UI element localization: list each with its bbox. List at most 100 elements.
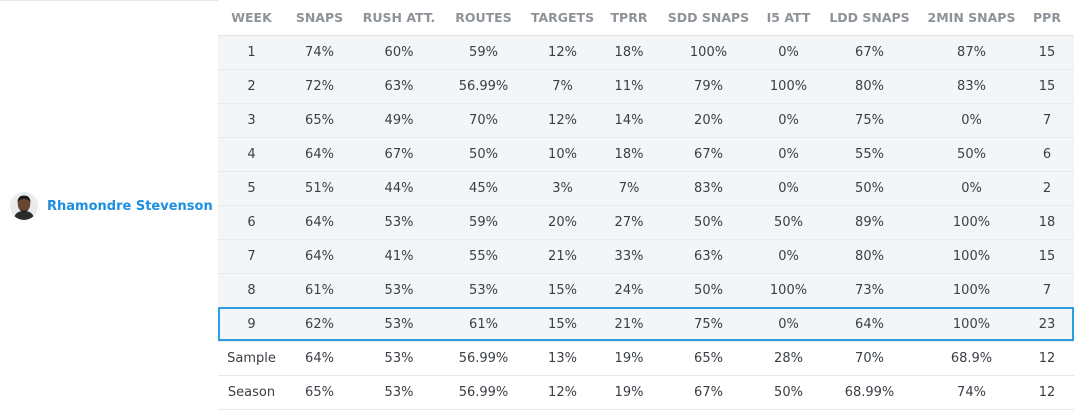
table-cell: 70% (816, 341, 923, 376)
column-header[interactable]: LDD SNAPS (816, 0, 923, 36)
table-cell: 75% (656, 307, 761, 342)
table-cell: 0% (761, 137, 816, 172)
player-name[interactable]: Rhamondre Stevenson (47, 198, 213, 214)
column-header[interactable]: SDD SNAPS (656, 0, 761, 36)
table-cell: 18 (1020, 205, 1074, 240)
table-cell: 15% (523, 273, 602, 308)
table-cell: 18% (602, 137, 656, 172)
table-cell: 1 (218, 35, 285, 70)
table-cell: 15% (523, 307, 602, 342)
table-cell: 50% (923, 137, 1020, 172)
weekly-stats-table-container: WEEK SNAPS RUSH ATT. ROUTES TARGETS TPRR SDD S… (218, 0, 1076, 410)
table-cell: 3 (218, 103, 285, 138)
table-cell: 20% (523, 205, 602, 240)
column-header[interactable]: PPR (1020, 0, 1074, 36)
table-cell: 60% (354, 35, 444, 70)
table-cell: 65% (656, 341, 761, 376)
summary-row: Season 65% 53% 56.99% 12% 19% 67% 50% 68.99% 74% 1… (218, 375, 1074, 410)
table-cell: 83% (656, 171, 761, 206)
table-cell: 19% (602, 341, 656, 376)
table-cell: 0% (761, 35, 816, 70)
table-cell: 100% (923, 273, 1020, 308)
table-cell: 55% (816, 137, 923, 172)
table-cell: 61% (285, 273, 354, 308)
summary-row: Sample 64% 53% 56.99% 13% 19% 65% 28% 70% 68.9% 12 (218, 341, 1074, 376)
table-cell: 100% (761, 273, 816, 308)
table-cell: 2 (218, 69, 285, 104)
table-cell: 7 (1020, 103, 1074, 138)
table-row: 8 61% 53% 53% 15% 24% 50% 100% 73% 100% 7 (218, 273, 1074, 308)
table-cell: 80% (816, 69, 923, 104)
table-cell: 49% (354, 103, 444, 138)
column-header[interactable]: I5 ATT (761, 0, 816, 36)
column-header[interactable]: TARGETS (523, 0, 602, 36)
table-cell: 100% (923, 239, 1020, 274)
table-cell: 67% (656, 375, 761, 410)
table-cell: 55% (444, 239, 523, 274)
table-cell: 15 (1020, 35, 1074, 70)
table-cell: 50% (656, 205, 761, 240)
table-cell: 12 (1020, 375, 1074, 410)
column-header[interactable]: TPRR (602, 0, 656, 36)
table-cell: 53% (354, 375, 444, 410)
table-cell: 23 (1020, 307, 1074, 342)
table-cell: 68.9% (923, 341, 1020, 376)
table-cell: 64% (816, 307, 923, 342)
table-cell: 15 (1020, 239, 1074, 274)
column-header[interactable]: RUSH ATT. (354, 0, 444, 36)
table-cell: 74% (285, 35, 354, 70)
table-cell: 59% (444, 205, 523, 240)
table-cell: 53% (354, 341, 444, 376)
table-cell: 9 (218, 307, 285, 342)
table-cell: 28% (761, 341, 816, 376)
table-cell: 13% (523, 341, 602, 376)
table-cell: 100% (761, 69, 816, 104)
column-header[interactable]: WEEK (218, 0, 285, 36)
table-row: 7 64% 41% 55% 21% 33% 63% 0% 80% 100% 15 (218, 239, 1074, 274)
table-cell: 63% (656, 239, 761, 274)
table-cell: 68.99% (816, 375, 923, 410)
table-cell: 62% (285, 307, 354, 342)
player-panel: Rhamondre Stevenson (0, 0, 218, 406)
column-header[interactable]: 2MIN SNAPS (923, 0, 1020, 36)
table-cell: 73% (816, 273, 923, 308)
table-cell: 79% (656, 69, 761, 104)
table-cell: 20% (656, 103, 761, 138)
table-cell: 61% (444, 307, 523, 342)
table-cell: 56.99% (444, 69, 523, 104)
table-cell: 0% (761, 171, 816, 206)
table-cell: 53% (354, 205, 444, 240)
table-cell: 75% (816, 103, 923, 138)
table-cell: 53% (354, 307, 444, 342)
table-cell: 53% (444, 273, 523, 308)
table-cell: 89% (816, 205, 923, 240)
table-cell: 27% (602, 205, 656, 240)
table-cell: 12 (1020, 341, 1074, 376)
table-cell: 65% (285, 375, 354, 410)
column-header[interactable]: ROUTES (444, 0, 523, 36)
table-cell: 6 (1020, 137, 1074, 172)
table-cell: 0% (761, 307, 816, 342)
table-cell: 100% (923, 307, 1020, 342)
table-cell: 50% (761, 375, 816, 410)
table-cell: 24% (602, 273, 656, 308)
table-cell: 8 (218, 273, 285, 308)
table-row: 9 62% 53% 61% 15% 21% 75% 0% 64% 100% 23 (218, 307, 1074, 342)
table-cell: 12% (523, 103, 602, 138)
player-link[interactable]: Rhamondre Stevenson (10, 191, 213, 221)
table-cell: 7 (218, 239, 285, 274)
table-cell: 74% (923, 375, 1020, 410)
table-cell: 64% (285, 341, 354, 376)
column-header[interactable]: SNAPS (285, 0, 354, 36)
table-cell: 64% (285, 205, 354, 240)
table-cell: 0% (923, 103, 1020, 138)
table-cell: 67% (656, 137, 761, 172)
table-cell: 100% (923, 205, 1020, 240)
table-row: 4 64% 67% 50% 10% 18% 67% 0% 55% 50% 6 (218, 137, 1074, 172)
table-cell: 50% (444, 137, 523, 172)
table-cell: 12% (523, 375, 602, 410)
table-cell: 53% (354, 273, 444, 308)
table-cell: 67% (816, 35, 923, 70)
table-cell: 18% (602, 35, 656, 70)
table-cell: 70% (444, 103, 523, 138)
